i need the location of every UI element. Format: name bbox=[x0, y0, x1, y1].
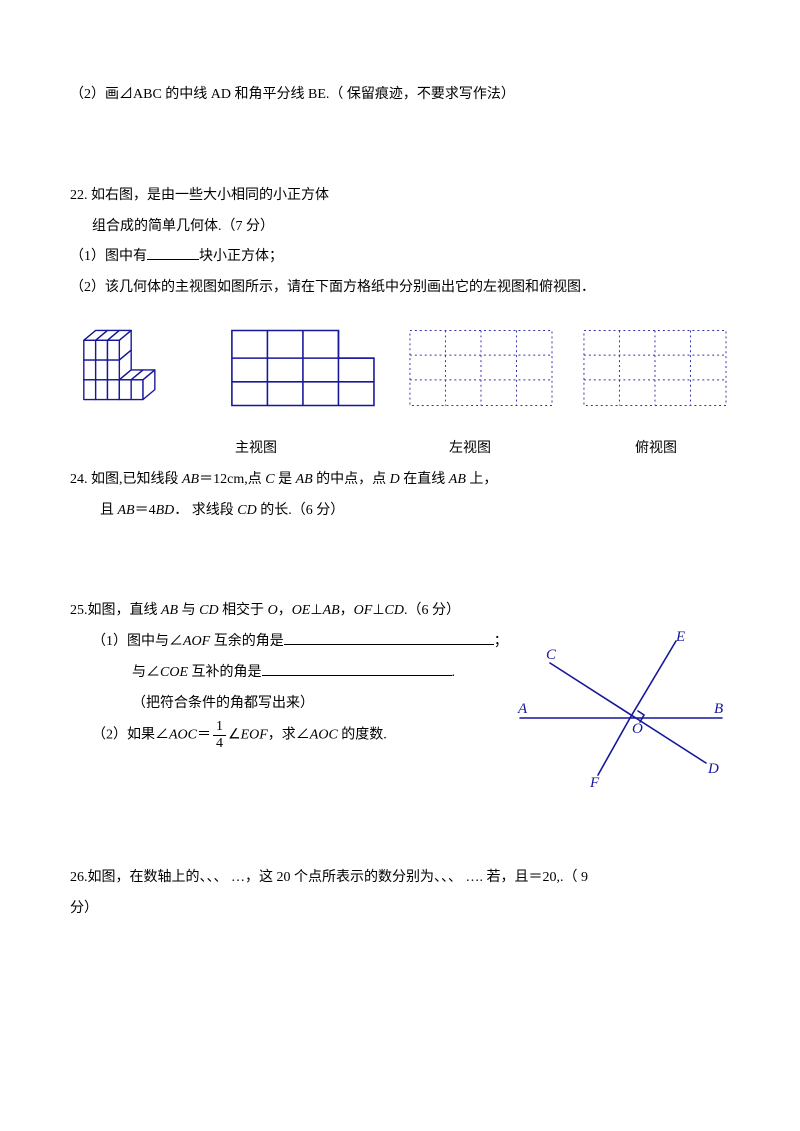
fraction: 14 bbox=[213, 720, 226, 751]
q24-l1: 24. 如图,已知线段 AB＝12cm,点 C 是 AB 的中点，点 D 在直线… bbox=[70, 465, 730, 496]
t: 的长.（6 分） bbox=[257, 503, 345, 518]
i: AB bbox=[323, 603, 340, 618]
t: ⊥ bbox=[372, 603, 384, 618]
q21-2: （2）画⊿ABC 的中线 AD 和角平分线 BE.（ 保留痕迹，不要求写作法） bbox=[70, 80, 730, 111]
label-top: 俯视图 bbox=[538, 434, 714, 465]
q25-note: （把符合条件的角都写出来） bbox=[70, 689, 510, 720]
i: D bbox=[390, 472, 400, 487]
q26-l1: 26.如图，在数轴上的、、、 …，这 20 个点所表示的数分别为、、、 …. 若… bbox=[70, 863, 730, 894]
t: 互补的角是 bbox=[188, 665, 262, 680]
q22-p2: （2）该几何体的主视图如图所示，请在下面方格纸中分别画出它的左视图和俯视图． bbox=[70, 273, 730, 304]
t: 上， bbox=[466, 472, 498, 487]
i: AOC bbox=[169, 727, 197, 742]
i: BD bbox=[156, 503, 175, 518]
i: CD bbox=[237, 503, 256, 518]
i: AOC bbox=[310, 727, 338, 742]
t: ＝12cm,点 bbox=[199, 472, 265, 487]
lbl-B: B bbox=[714, 701, 723, 717]
t: ∠ bbox=[228, 727, 241, 742]
left-view-grid[interactable] bbox=[406, 322, 556, 414]
label-left: 左视图 bbox=[362, 434, 538, 465]
i: C bbox=[265, 472, 274, 487]
lbl-O: O bbox=[632, 721, 643, 737]
q22-sub: 组合成的简单几何体.（7 分） bbox=[70, 212, 730, 243]
t: 的度数. bbox=[338, 727, 387, 742]
i: AOF bbox=[183, 634, 210, 649]
i: OE bbox=[292, 603, 311, 618]
t: 24. 如图,已知线段 bbox=[70, 472, 182, 487]
main-view-grid bbox=[224, 322, 382, 414]
t: ，求∠ bbox=[268, 727, 310, 742]
t: ； bbox=[494, 634, 508, 649]
i: AB bbox=[449, 472, 466, 487]
t: 在直线 bbox=[400, 472, 449, 487]
lbl-C: C bbox=[546, 647, 557, 663]
q25-blank1[interactable] bbox=[284, 630, 494, 645]
lbl-A: A bbox=[517, 701, 528, 717]
q25-p1: （1）图中与∠AOF 互余的角是 ； bbox=[70, 627, 510, 658]
label-main: 主视图 bbox=[70, 434, 362, 465]
t: 与 bbox=[178, 603, 199, 618]
i: CD bbox=[199, 603, 218, 618]
t: 与∠ bbox=[132, 665, 160, 680]
i: AB bbox=[161, 603, 178, 618]
lbl-D: D bbox=[707, 761, 719, 777]
top-view-grid[interactable] bbox=[580, 322, 730, 414]
q25-blank2[interactable] bbox=[262, 661, 452, 676]
q25-diagram: A B C D E F O bbox=[510, 623, 730, 793]
q22-p1a: （1）图中有 bbox=[70, 249, 147, 264]
t: 且 bbox=[100, 503, 118, 518]
t: （1）图中与∠ bbox=[92, 634, 183, 649]
i: COE bbox=[160, 665, 188, 680]
i: AB bbox=[182, 472, 199, 487]
t: 是 bbox=[275, 472, 296, 487]
i: EOF bbox=[241, 727, 268, 742]
q22-p1: （1）图中有 块小正方体； bbox=[70, 242, 730, 273]
i: O bbox=[268, 603, 278, 618]
q22-p1b: 块小正方体； bbox=[199, 249, 283, 264]
t: 相交于 bbox=[219, 603, 268, 618]
t: .（6 分） bbox=[404, 603, 460, 618]
q22-figures bbox=[70, 314, 730, 414]
t: ＝ bbox=[197, 727, 211, 742]
t: ， bbox=[340, 603, 354, 618]
i: AB bbox=[296, 472, 313, 487]
t: ⊥ bbox=[310, 603, 322, 618]
t: （2）如果∠ bbox=[92, 727, 169, 742]
q22-head: 22. 如右图，是由一些大小相同的小正方体 bbox=[70, 181, 730, 212]
q22-labels: 主视图 左视图 俯视图 bbox=[70, 434, 730, 465]
lbl-F: F bbox=[589, 775, 600, 791]
q25-p3: （2）如果∠AOC＝14∠EOF，求∠AOC 的度数. bbox=[70, 720, 510, 752]
q25-p2: 与∠COE 互补的角是. bbox=[70, 658, 510, 689]
t: ， bbox=[278, 603, 292, 618]
q22-blank[interactable] bbox=[147, 245, 199, 260]
den: 4 bbox=[213, 736, 226, 751]
lbl-E: E bbox=[675, 629, 685, 645]
num: 1 bbox=[213, 720, 226, 736]
q24-l2: 且 AB＝4BD． 求线段 CD 的长.（6 分） bbox=[70, 496, 730, 527]
i: CD bbox=[385, 603, 404, 618]
cube-iso-figure bbox=[70, 314, 200, 414]
t: ＝4 bbox=[135, 503, 156, 518]
t: 互余的角是 bbox=[210, 634, 284, 649]
i: OF bbox=[354, 603, 373, 618]
t: ． 求线段 bbox=[174, 503, 237, 518]
t: . bbox=[452, 665, 456, 680]
q26-l2: 分） bbox=[70, 894, 730, 925]
t: 25.如图，直线 bbox=[70, 603, 161, 618]
t: 的中点，点 bbox=[313, 472, 390, 487]
i: AB bbox=[118, 503, 135, 518]
